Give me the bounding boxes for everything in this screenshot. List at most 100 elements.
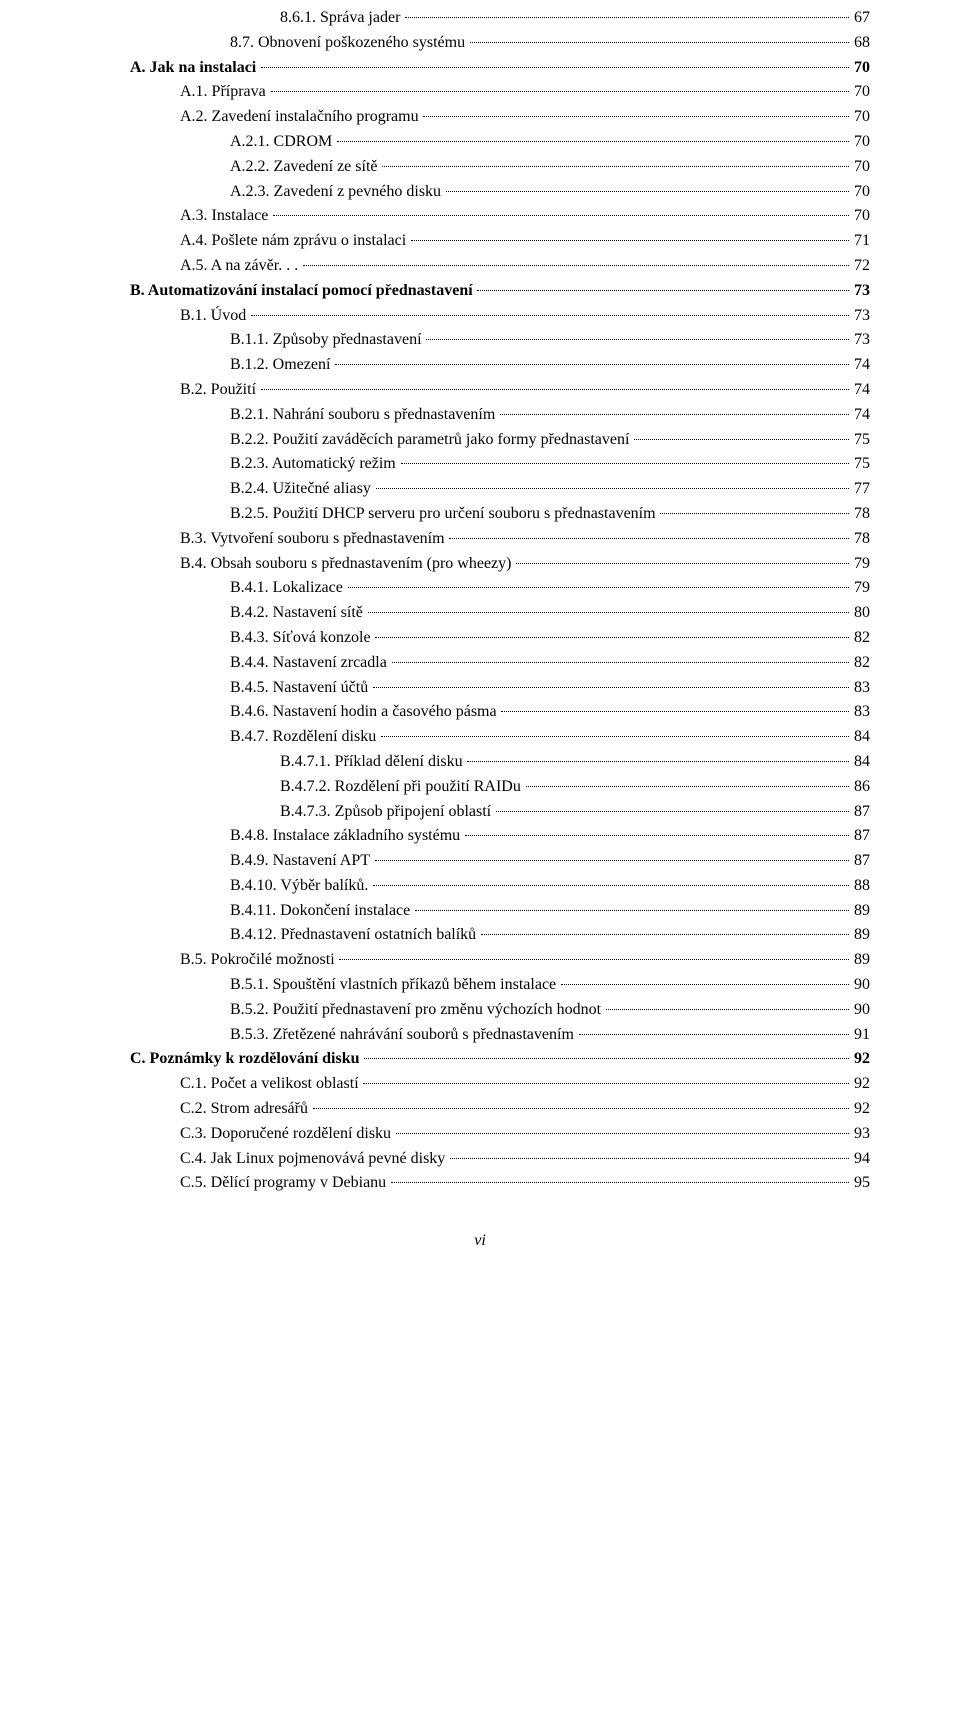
- toc-leader-dots: [405, 3, 849, 18]
- toc-page-number: 87: [854, 849, 870, 874]
- toc-label: B.4.7.1. Příklad dělení disku: [280, 750, 463, 775]
- toc-label: B.5. Pokročilé možnosti: [180, 948, 335, 973]
- toc-label: B.4.9. Nastavení APT: [230, 849, 370, 874]
- toc-page-number: 74: [854, 403, 870, 428]
- toc-leader-dots: [339, 945, 849, 960]
- toc-label: A.2.2. Zavedení ze sítě: [230, 155, 378, 180]
- toc-page-number: 74: [854, 353, 870, 378]
- toc-leader-dots: [376, 474, 850, 489]
- toc-label: B.4.7.2. Rozdělení při použití RAIDu: [280, 775, 521, 800]
- toc-leader-dots: [481, 920, 849, 935]
- toc-page-number: 86: [854, 775, 870, 800]
- toc-page-number: 89: [854, 899, 870, 924]
- toc-page-number: 89: [854, 923, 870, 948]
- toc-leader-dots: [423, 102, 849, 117]
- toc-label: C.3. Doporučené rozdělení disku: [180, 1122, 391, 1147]
- toc-leader-dots: [271, 77, 850, 92]
- toc-label: B.2.1. Nahrání souboru s přednastavením: [230, 403, 495, 428]
- toc-page-number: 84: [854, 725, 870, 750]
- toc-leader-dots: [363, 1069, 849, 1084]
- toc-page-number: 84: [854, 750, 870, 775]
- toc-leader-dots: [392, 647, 850, 662]
- toc-page-number: 78: [854, 502, 870, 527]
- toc-leader-dots: [251, 300, 849, 315]
- toc-leader-dots: [381, 722, 849, 737]
- toc-page-number: 71: [854, 229, 870, 254]
- toc-leader-dots: [496, 796, 849, 811]
- toc-page-number: 83: [854, 676, 870, 701]
- toc-page-number: 72: [854, 254, 870, 279]
- toc-leader-dots: [634, 424, 849, 439]
- toc-leader-dots: [303, 251, 849, 266]
- toc-leader-dots: [401, 449, 850, 464]
- toc-page-number: 89: [854, 948, 870, 973]
- toc-leader-dots: [606, 994, 849, 1009]
- toc-leader-dots: [467, 747, 849, 762]
- toc-page: 8.6.1. Správa jader678.7. Obnovení poško…: [0, 0, 960, 1290]
- toc-page-number: 80: [854, 601, 870, 626]
- toc-page-number: 70: [854, 105, 870, 130]
- toc-label: B.1. Úvod: [180, 304, 246, 329]
- toc-page-number: 92: [854, 1047, 870, 1072]
- toc-page-number: 70: [854, 180, 870, 205]
- toc-leader-dots: [449, 523, 849, 538]
- toc-page-number: 82: [854, 626, 870, 651]
- toc-page-number: 67: [854, 6, 870, 31]
- toc-leader-dots: [465, 821, 849, 836]
- toc-leader-dots: [470, 27, 849, 42]
- toc-leader-dots: [501, 697, 849, 712]
- toc-label: B.4.3. Síťová konzole: [230, 626, 371, 651]
- toc-label: B.3. Vytvoření souboru s přednastavením: [180, 527, 445, 552]
- toc-leader-dots: [373, 672, 849, 687]
- toc-list: 8.6.1. Správa jader678.7. Obnovení poško…: [90, 6, 870, 1196]
- toc-leader-dots: [446, 176, 849, 191]
- toc-page-number: 73: [854, 304, 870, 329]
- toc-page-number: 78: [854, 527, 870, 552]
- toc-page-number: 68: [854, 31, 870, 56]
- toc-leader-dots: [411, 226, 849, 241]
- toc-leader-dots: [382, 151, 849, 166]
- toc-label: A.2.1. CDROM: [230, 130, 332, 155]
- toc-label: C.5. Dělící programy v Debianu: [180, 1171, 386, 1196]
- toc-page-number: 90: [854, 998, 870, 1023]
- toc-page-number: 93: [854, 1122, 870, 1147]
- toc-page-number: 73: [854, 279, 870, 304]
- toc-leader-dots: [500, 399, 849, 414]
- toc-page-number: 70: [854, 204, 870, 229]
- toc-label: B.2.4. Užitečné aliasy: [230, 477, 371, 502]
- toc-label: B.2.3. Automatický režim: [230, 452, 396, 477]
- toc-row: C.5. Dělící programy v Debianu 95: [90, 1171, 870, 1196]
- toc-label: B.4.11. Dokončení instalace: [230, 899, 410, 924]
- toc-leader-dots: [261, 375, 849, 390]
- toc-leader-dots: [373, 871, 849, 886]
- toc-label: B.4.7. Rozdělení disku: [230, 725, 376, 750]
- toc-page-number: 87: [854, 824, 870, 849]
- toc-label: B.4.4. Nastavení zrcadla: [230, 651, 387, 676]
- page-number: vi: [90, 1232, 870, 1250]
- toc-leader-dots: [450, 1143, 849, 1158]
- toc-leader-dots: [426, 325, 849, 340]
- toc-leader-dots: [337, 127, 849, 142]
- toc-label: A. Jak na instalaci: [130, 56, 256, 81]
- toc-page-number: 91: [854, 1023, 870, 1048]
- toc-label: B.4.10. Výběr balíků.: [230, 874, 368, 899]
- toc-page-number: 77: [854, 477, 870, 502]
- toc-leader-dots: [579, 1019, 850, 1034]
- toc-page-number: 79: [854, 576, 870, 601]
- toc-leader-dots: [364, 1044, 849, 1059]
- toc-page-number: 74: [854, 378, 870, 403]
- toc-label: B.5.2. Použití přednastavení pro změnu v…: [230, 998, 601, 1023]
- toc-leader-dots: [396, 1118, 849, 1133]
- toc-label: C. Poznámky k rozdělování disku: [130, 1047, 360, 1072]
- toc-label: B.4.7.3. Způsob připojení oblastí: [280, 800, 491, 825]
- toc-page-number: 88: [854, 874, 870, 899]
- toc-leader-dots: [273, 201, 849, 216]
- toc-label: B.4.2. Nastavení sítě: [230, 601, 363, 626]
- toc-page-number: 95: [854, 1171, 870, 1196]
- toc-leader-dots: [368, 598, 850, 613]
- toc-leader-dots: [415, 895, 849, 910]
- toc-page-number: 73: [854, 328, 870, 353]
- toc-page-number: 90: [854, 973, 870, 998]
- toc-leader-dots: [516, 548, 849, 563]
- toc-page-number: 87: [854, 800, 870, 825]
